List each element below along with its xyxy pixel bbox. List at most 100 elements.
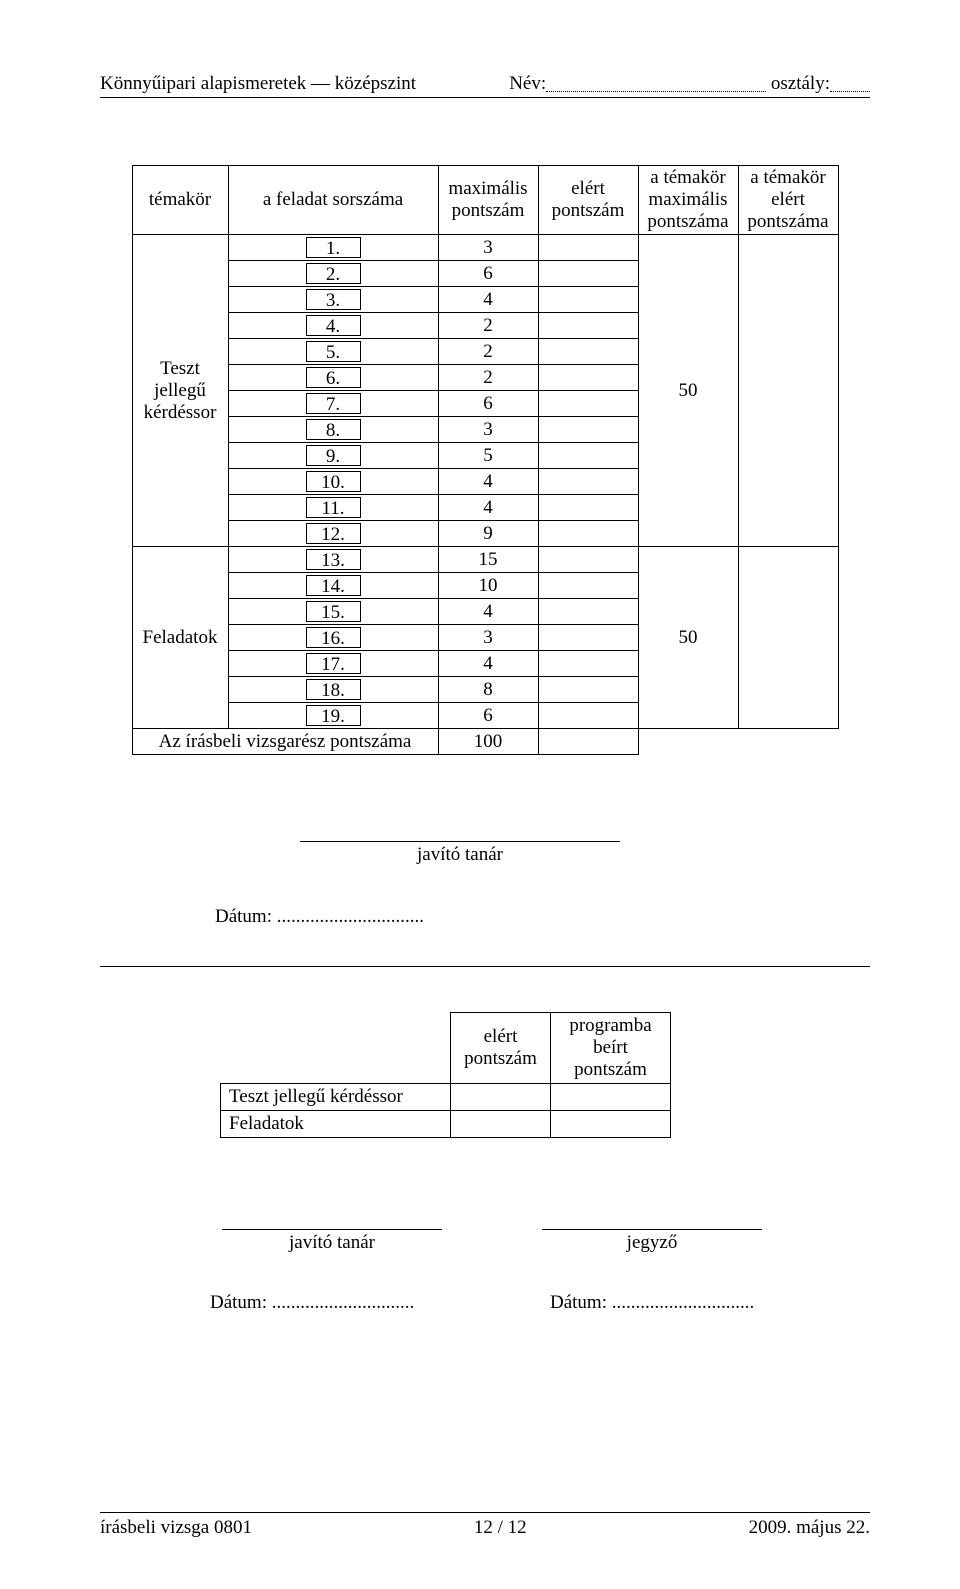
sum-r1-label: Teszt jellegű kérdéssor — [221, 1084, 451, 1111]
sum-r2-prog — [551, 1111, 671, 1138]
summary-table: elért pontszám programba beírt pontszám … — [220, 1012, 671, 1138]
class-field-line — [830, 73, 870, 92]
group1-max: 50 — [638, 235, 738, 547]
hdr-temakor: témakör — [132, 166, 228, 235]
elert-cell — [538, 469, 638, 495]
sorszam-value: 1. — [306, 237, 361, 258]
sorszam-value: 18. — [306, 679, 361, 700]
class-label: osztály: — [766, 73, 830, 94]
sorszam-cell: 18. — [228, 677, 438, 703]
elert-cell — [538, 443, 638, 469]
max-cell: 6 — [438, 261, 538, 287]
section-divider — [100, 966, 870, 967]
max-cell: 9 — [438, 521, 538, 547]
sum-r2-label: Feladatok — [221, 1111, 451, 1138]
sorszam-value: 3. — [306, 289, 361, 310]
group2-max: 50 — [638, 547, 738, 729]
table-header-row: témakör a feladat sorszáma maximális pon… — [132, 166, 838, 235]
sorszam-cell: 5. — [228, 339, 438, 365]
score-table: témakör a feladat sorszáma maximális pon… — [132, 165, 839, 755]
max-cell: 5 — [438, 443, 538, 469]
sorszam-value: 6. — [306, 367, 361, 388]
sorszam-cell: 10. — [228, 469, 438, 495]
max-cell: 6 — [438, 703, 538, 729]
group2-elert — [738, 547, 838, 729]
sorszam-cell: 11. — [228, 495, 438, 521]
sorszam-cell: 4. — [228, 313, 438, 339]
signature-block-1: javító tanár — [300, 840, 620, 866]
sorszam-cell: 12. — [228, 521, 438, 547]
sorszam-value: 5. — [306, 341, 361, 362]
group1-elert — [738, 235, 838, 547]
sorszam-value: 12. — [306, 523, 361, 544]
summary-row-2: Feladatok — [221, 1111, 671, 1138]
hdr-max: maximális pontszám — [438, 166, 538, 235]
sig-label-jegyzo: jegyző — [542, 1230, 762, 1254]
sorszam-value: 11. — [306, 497, 361, 518]
name-label: Név: — [509, 73, 546, 94]
sorszam-cell: 14. — [228, 573, 438, 599]
sorszam-value: 14. — [306, 575, 361, 596]
max-cell: 15 — [438, 547, 538, 573]
elert-cell — [538, 235, 638, 261]
max-cell: 4 — [438, 287, 538, 313]
sorszam-cell: 7. — [228, 391, 438, 417]
max-cell: 2 — [438, 365, 538, 391]
header-subject: Könnyűipari alapismeretek — középszint — [100, 73, 416, 95]
elert-cell — [538, 261, 638, 287]
elert-cell — [538, 703, 638, 729]
max-cell: 2 — [438, 339, 538, 365]
date-block-1: Dátum: ............................... — [215, 906, 870, 928]
elert-cell — [538, 625, 638, 651]
sorszam-value: 7. — [306, 393, 361, 414]
elert-cell — [538, 391, 638, 417]
sum-hdr-prog: programba beírt pontszám — [551, 1013, 671, 1084]
sorszam-cell: 15. — [228, 599, 438, 625]
sum-r1-elert — [451, 1084, 551, 1111]
group1-label: Teszt jellegű kérdéssor — [132, 235, 228, 547]
name-field-line — [546, 73, 766, 92]
elert-cell — [538, 651, 638, 677]
max-cell: 2 — [438, 313, 538, 339]
header-name-class: Név: osztály: — [509, 70, 870, 95]
page-header: Könnyűipari alapismeretek — középszint N… — [100, 70, 870, 98]
sum-hdr-elert: elért pontszám — [451, 1013, 551, 1084]
max-cell: 4 — [438, 651, 538, 677]
total-row: Az írásbeli vizsgarész pontszáma 100 — [132, 729, 838, 755]
signature-row-2: javító tanár jegyző — [222, 1228, 870, 1254]
sum-r1-prog — [551, 1084, 671, 1111]
total-elert — [538, 729, 638, 755]
date-left-2: Dátum: .............................. — [210, 1292, 414, 1313]
max-cell: 10 — [438, 573, 538, 599]
sorszam-value: 17. — [306, 653, 361, 674]
sorszam-cell: 9. — [228, 443, 438, 469]
elert-cell — [538, 287, 638, 313]
hdr-sorszam: a feladat sorszáma — [228, 166, 438, 235]
date-label-1: Dátum: ............................... — [215, 906, 424, 927]
sorszam-cell: 19. — [228, 703, 438, 729]
sorszam-value: 2. — [306, 263, 361, 284]
footer-left: írásbeli vizsga 0801 — [100, 1517, 252, 1539]
summary-row-1: Teszt jellegű kérdéssor — [221, 1084, 671, 1111]
footer-right: 2009. május 22. — [749, 1517, 870, 1539]
elert-cell — [538, 547, 638, 573]
max-cell: 3 — [438, 625, 538, 651]
sorszam-cell: 6. — [228, 365, 438, 391]
max-cell: 8 — [438, 677, 538, 703]
date-right-2: Dátum: .............................. — [550, 1292, 754, 1313]
table-row: Teszt jellegű kérdéssor1.350 — [132, 235, 838, 261]
sorszam-cell: 3. — [228, 287, 438, 313]
total-label: Az írásbeli vizsgarész pontszáma — [132, 729, 438, 755]
sorszam-value: 8. — [306, 419, 361, 440]
max-cell: 3 — [438, 235, 538, 261]
date-row-2: Dátum: .............................. Dá… — [210, 1292, 870, 1314]
elert-cell — [538, 365, 638, 391]
page-footer: írásbeli vizsga 0801 12 / 12 2009. május… — [100, 1512, 870, 1539]
elert-cell — [538, 573, 638, 599]
sorszam-cell: 17. — [228, 651, 438, 677]
sorszam-value: 4. — [306, 315, 361, 336]
max-cell: 4 — [438, 469, 538, 495]
sorszam-value: 19. — [306, 705, 361, 726]
hdr-elert: elért pontszám — [538, 166, 638, 235]
sorszam-value: 16. — [306, 627, 361, 648]
